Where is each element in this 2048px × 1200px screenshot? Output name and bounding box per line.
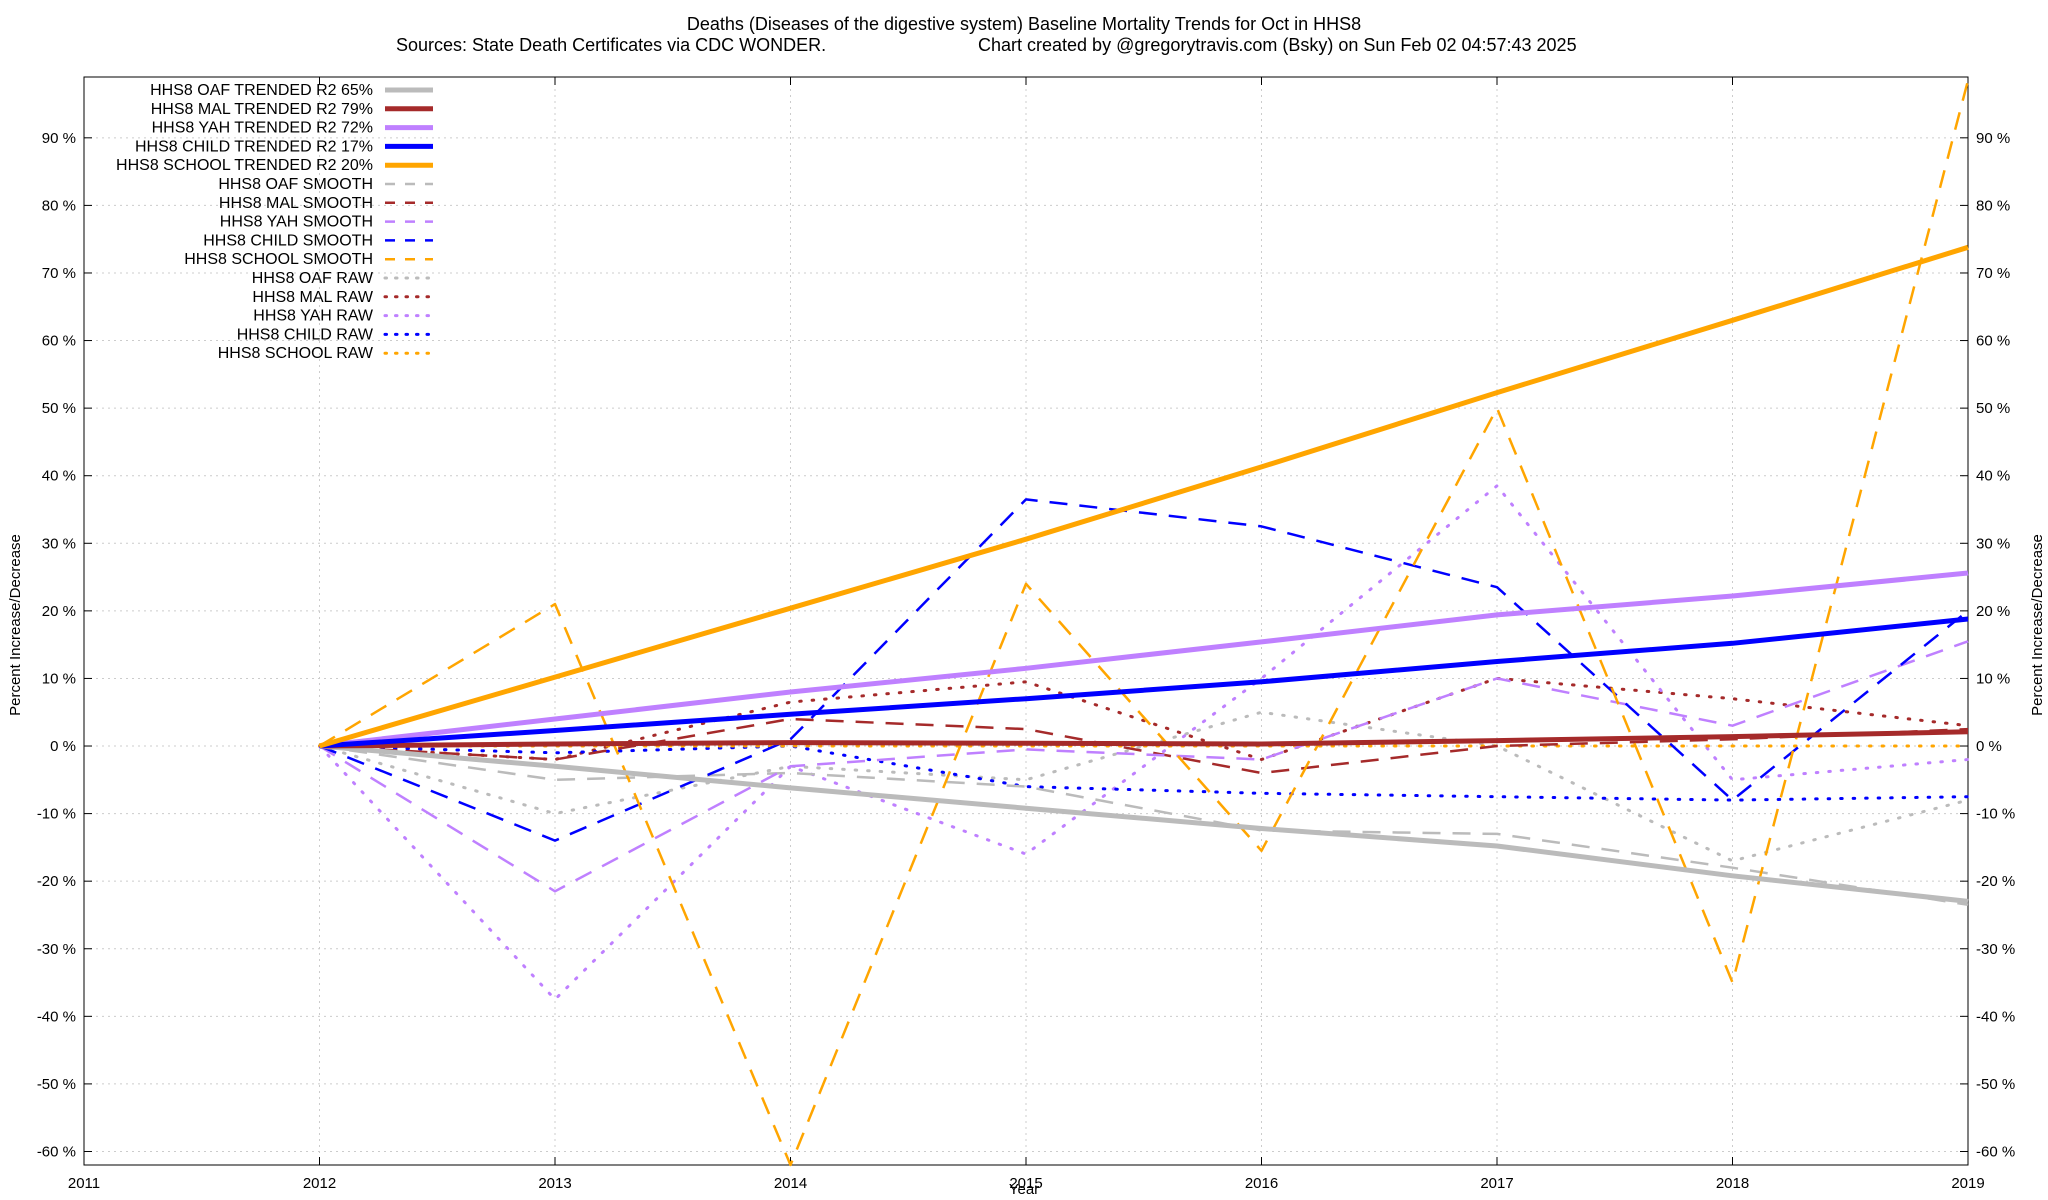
y-tick-label-right: -50 % xyxy=(1976,1076,2015,1093)
x-tick-label: 2015 xyxy=(1009,1175,1042,1192)
x-tick-label: 2017 xyxy=(1480,1175,1513,1192)
y-tick-label-left: 70 % xyxy=(42,265,76,282)
legend-label: HHS8 CHILD SMOOTH xyxy=(203,232,373,249)
y-tick-label-left: 30 % xyxy=(42,535,76,552)
y-tick-label-right: 30 % xyxy=(1976,535,2010,552)
x-tick-label: 2011 xyxy=(68,1175,100,1192)
y-tick-label-right: -40 % xyxy=(1976,1008,2015,1025)
y-tick-label-right: -20 % xyxy=(1976,873,2015,890)
y-axis-title-right: Percent Increase/Decrease xyxy=(2029,534,2046,716)
y-tick-label-right: 90 % xyxy=(1976,130,2010,147)
y-tick-label-left: -30 % xyxy=(37,941,76,958)
legend-label: HHS8 MAL TRENDED R2 79% xyxy=(151,101,373,118)
x-tick-label: 2018 xyxy=(1716,1175,1749,1192)
series-line-0 xyxy=(319,743,1969,904)
y-tick-label-right: 10 % xyxy=(1976,670,2010,687)
legend-label: HHS8 SCHOOL RAW xyxy=(218,345,374,362)
series-line-5 xyxy=(319,744,1969,907)
legend-label: HHS8 OAF TRENDED R2 65% xyxy=(150,82,373,99)
y-tick-label-left: 90 % xyxy=(42,130,76,147)
series-line-9 xyxy=(318,80,1970,1167)
y-tick-label-left: 20 % xyxy=(42,603,76,620)
y-tick-label-left: -10 % xyxy=(37,806,76,823)
legend-label: HHS8 YAH RAW xyxy=(253,308,374,325)
y-axis-title-left: Percent Increase/Decrease xyxy=(7,534,24,716)
y-tick-label-right: -30 % xyxy=(1976,941,2015,958)
legend-label: HHS8 YAH SMOOTH xyxy=(220,214,373,231)
series-line-2 xyxy=(319,570,1969,749)
y-tick-label-right: -60 % xyxy=(1976,1143,2015,1160)
chart-title: Deaths (Diseases of the digestive system… xyxy=(687,14,1361,34)
chart-subtitle-credit: Chart created by @gregorytravis.com (Bsk… xyxy=(978,35,1577,55)
series-line-11 xyxy=(318,676,1970,761)
x-tick-label: 2012 xyxy=(303,1175,336,1192)
legend: HHS8 OAF TRENDED R2 65% HHS8 MAL TRENDED … xyxy=(116,82,435,362)
y-tick-label-right: 80 % xyxy=(1976,197,2010,214)
series-line-4 xyxy=(318,244,1969,749)
x-tick-label: 2019 xyxy=(1951,1175,1984,1192)
legend-label: HHS8 CHILD RAW xyxy=(237,326,374,343)
series-line-1 xyxy=(319,729,1969,749)
series-line-13 xyxy=(318,744,1970,802)
y-tick-label-right: 60 % xyxy=(1976,333,2010,350)
x-tick-label: 2016 xyxy=(1245,1175,1278,1192)
x-axis-title: Year xyxy=(1009,1181,1039,1198)
y-tick-label-right: 40 % xyxy=(1976,468,2010,485)
legend-label: HHS8 OAF RAW xyxy=(252,270,374,287)
series-line-8 xyxy=(319,498,1969,842)
y-tick-label-right: 50 % xyxy=(1976,400,2010,417)
legend-label: HHS8 MAL SMOOTH xyxy=(219,195,373,212)
legend-label: HHS8 SCHOOL SMOOTH xyxy=(184,251,373,268)
series-line-3 xyxy=(319,616,1969,749)
y-tick-label-left: 0 % xyxy=(50,738,76,755)
y-tick-label-left: 50 % xyxy=(42,400,76,417)
x-tick-label: 2013 xyxy=(538,1175,571,1192)
legend-label: HHS8 SCHOOL TRENDED R2 20% xyxy=(116,157,373,174)
y-tick-label-left: -40 % xyxy=(37,1008,76,1025)
y-tick-label-right: 70 % xyxy=(1976,265,2010,282)
series-lines xyxy=(318,80,1970,1167)
y-tick-label-left: 80 % xyxy=(42,197,76,214)
series-line-6 xyxy=(319,717,1969,775)
y-tick-label-left: -50 % xyxy=(37,1076,76,1093)
y-tick-label-right: -10 % xyxy=(1976,806,2015,823)
y-tick-label-left: 40 % xyxy=(42,468,76,485)
y-tick-label-left: 10 % xyxy=(42,670,76,687)
legend-label: HHS8 OAF SMOOTH xyxy=(218,176,373,193)
y-tick-label-right: 0 % xyxy=(1976,738,2002,755)
legend-label: HHS8 YAH TRENDED R2 72% xyxy=(152,120,373,137)
tick-labels: 2011 2012 2013 2014 2015 2016 2017 2018 2019 90 %… xyxy=(37,130,2015,1192)
legend-label: HHS8 MAL RAW xyxy=(252,289,374,306)
chart-subtitle-source: Sources: State Death Certificates via CD… xyxy=(396,35,826,55)
y-tick-label-left: -20 % xyxy=(37,873,76,890)
y-tick-label-left: 60 % xyxy=(42,333,76,350)
legend-label: HHS8 CHILD TRENDED R2 17% xyxy=(135,138,373,155)
y-tick-label-left: -60 % xyxy=(37,1143,76,1160)
series-line-12 xyxy=(318,484,1970,1001)
x-tick-label: 2014 xyxy=(774,1175,807,1192)
y-tick-label-right: 20 % xyxy=(1976,603,2010,620)
